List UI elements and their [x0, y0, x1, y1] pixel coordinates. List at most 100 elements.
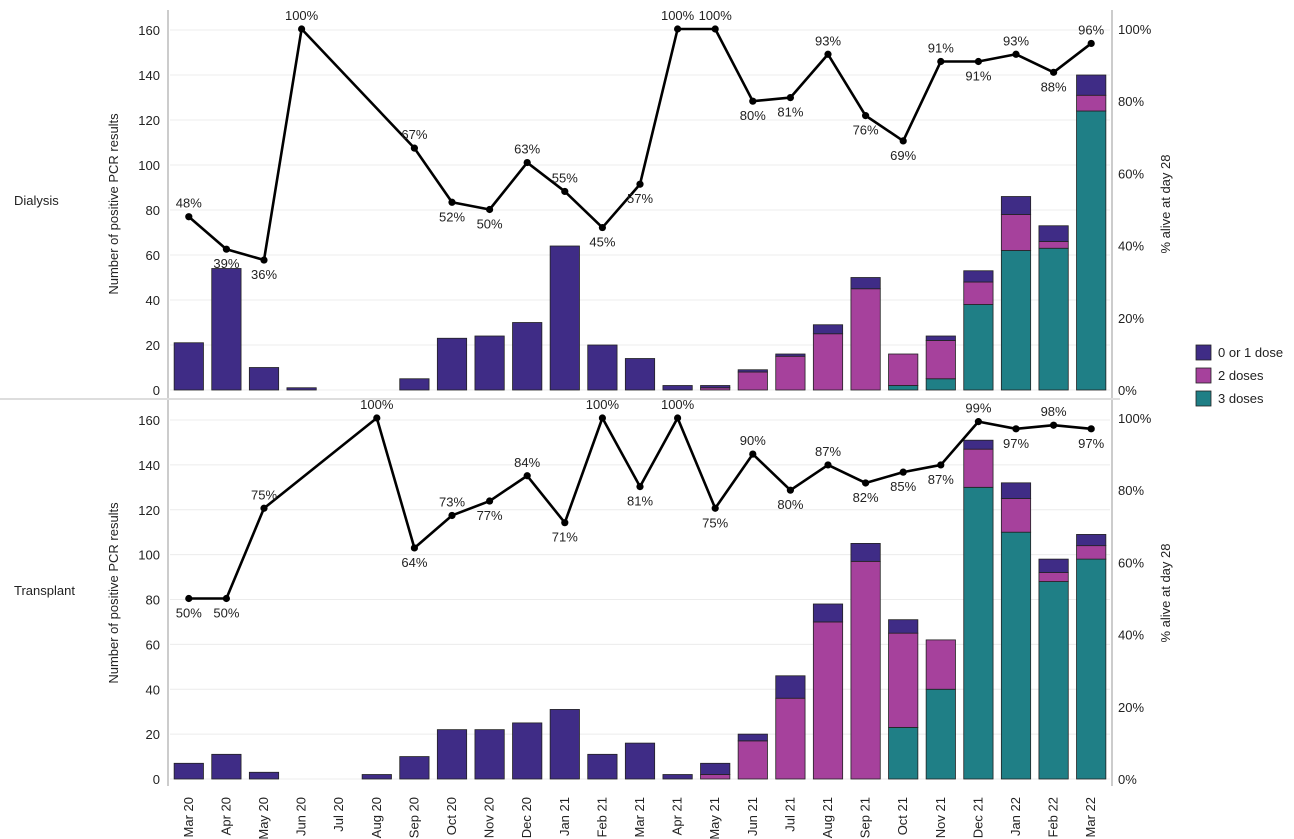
x-tick-label: Sep 20 [406, 797, 421, 838]
bar-3-doses [1076, 110, 1107, 391]
x-tick-label: Apr 21 [670, 797, 685, 835]
y-tick-label-left: 80 [146, 593, 160, 608]
survival-point [486, 205, 494, 214]
bar-0-or-1-dose [1000, 196, 1032, 215]
y-axis-title-left: Number of positive PCR results [106, 502, 121, 684]
survival-point [636, 482, 644, 491]
y-tick-label-left: 0 [153, 772, 160, 787]
survival-label: 80% [740, 108, 766, 123]
bar-0-or-1-dose [963, 439, 994, 450]
bar-0-or-1-dose [624, 358, 656, 391]
survival-point [674, 414, 682, 422]
bar-0-or-1-dose [248, 367, 280, 391]
survival-point [674, 25, 682, 33]
bar-0-or-1-dose [1076, 534, 1107, 547]
bar-3-doses [963, 486, 994, 780]
survival-label: 85% [890, 479, 916, 494]
y-tick-label-left: 160 [138, 23, 160, 38]
bar-3-doses [1038, 581, 1069, 780]
survival-label: 91% [965, 68, 991, 83]
bar-0-or-1-dose [775, 675, 806, 699]
survival-point [1087, 425, 1095, 433]
bar-2-doses [1076, 94, 1107, 112]
survival-label: 87% [815, 444, 841, 459]
bar-2-doses [963, 281, 994, 305]
survival-point [974, 418, 983, 426]
survival-point [937, 461, 945, 469]
bar-2-doses [888, 353, 919, 386]
survival-point [749, 450, 757, 458]
bar-2-doses [1000, 498, 1032, 533]
x-tick-label: Mar 21 [632, 797, 647, 837]
bar-0-or-1-dose [399, 756, 430, 780]
x-tick-label: Feb 22 [1046, 797, 1061, 837]
survival-label: 76% [853, 123, 879, 138]
survival-label: 93% [815, 33, 841, 48]
y-tick-label-right: 20% [1118, 311, 1144, 326]
survival-label: 82% [853, 490, 879, 505]
bar-3-doses [1000, 531, 1032, 780]
survival-label: 71% [552, 530, 578, 545]
bar-0-or-1-dose [587, 344, 618, 391]
survival-label: 91% [928, 40, 954, 55]
survival-label: 81% [777, 105, 803, 120]
survival-point [523, 158, 531, 167]
bar-0-or-1-dose [436, 729, 468, 780]
bar-0-or-1-dose [248, 771, 280, 780]
survival-label: 75% [251, 487, 277, 502]
bar-2-doses [775, 697, 806, 780]
survival-point [1050, 68, 1058, 76]
survival-point [260, 504, 268, 512]
bar-3-doses [1038, 247, 1069, 391]
survival-point [410, 544, 418, 552]
y-tick-label-left: 20 [146, 338, 160, 353]
survival-label: 100% [586, 397, 620, 412]
survival-point [711, 504, 719, 512]
x-tick-label: Mar 20 [181, 797, 196, 837]
bar-0-or-1-dose [888, 619, 919, 634]
survival-label: 57% [627, 191, 653, 206]
legend-label: 0 or 1 dose [1218, 345, 1283, 360]
survival-point [222, 594, 230, 603]
survival-point [448, 198, 456, 206]
x-tick-label: Oct 21 [895, 797, 910, 835]
legend-swatch [1195, 390, 1212, 407]
x-tick-label: Jan 22 [1008, 797, 1023, 836]
bar-0-or-1-dose [211, 268, 242, 391]
bar-0-or-1-dose [1076, 74, 1107, 96]
y-tick-label-left: 20 [146, 727, 160, 742]
survival-point [862, 112, 870, 120]
bar-3-doses [925, 688, 956, 780]
bar-0-or-1-dose [737, 369, 768, 373]
survival-label: 84% [514, 455, 540, 470]
bar-0-or-1-dose [399, 378, 430, 391]
bar-0-or-1-dose [662, 385, 693, 391]
x-tick-label: Dec 20 [519, 797, 534, 838]
survival-label: 73% [439, 494, 465, 509]
bar-0-or-1-dose [512, 722, 543, 780]
survival-point [636, 180, 644, 188]
survival-label: 50% [477, 217, 503, 232]
y-tick-label-left: 40 [146, 682, 160, 697]
bar-0-or-1-dose [436, 337, 468, 391]
bar-0-or-1-dose [474, 335, 505, 391]
y-tick-label-right: 60% [1118, 555, 1144, 570]
x-tick-label: Nov 21 [933, 797, 948, 838]
survival-label: 100% [285, 8, 319, 23]
survival-label: 100% [661, 8, 695, 23]
bar-2-doses [925, 340, 956, 380]
bar-0-or-1-dose [700, 762, 731, 775]
survival-label: 90% [740, 433, 766, 448]
survival-point [899, 468, 907, 476]
y-tick-label-right: 40% [1118, 628, 1144, 643]
survival-point [448, 511, 456, 520]
survival-label: 99% [965, 401, 991, 416]
x-tick-label: Jun 20 [294, 797, 309, 836]
survival-label: 52% [439, 209, 465, 224]
y-tick-label-left: 80 [146, 203, 160, 218]
bar-0-or-1-dose [173, 342, 204, 391]
survival-label: 87% [928, 472, 954, 487]
survival-point [1012, 425, 1020, 433]
survival-point [298, 25, 306, 33]
